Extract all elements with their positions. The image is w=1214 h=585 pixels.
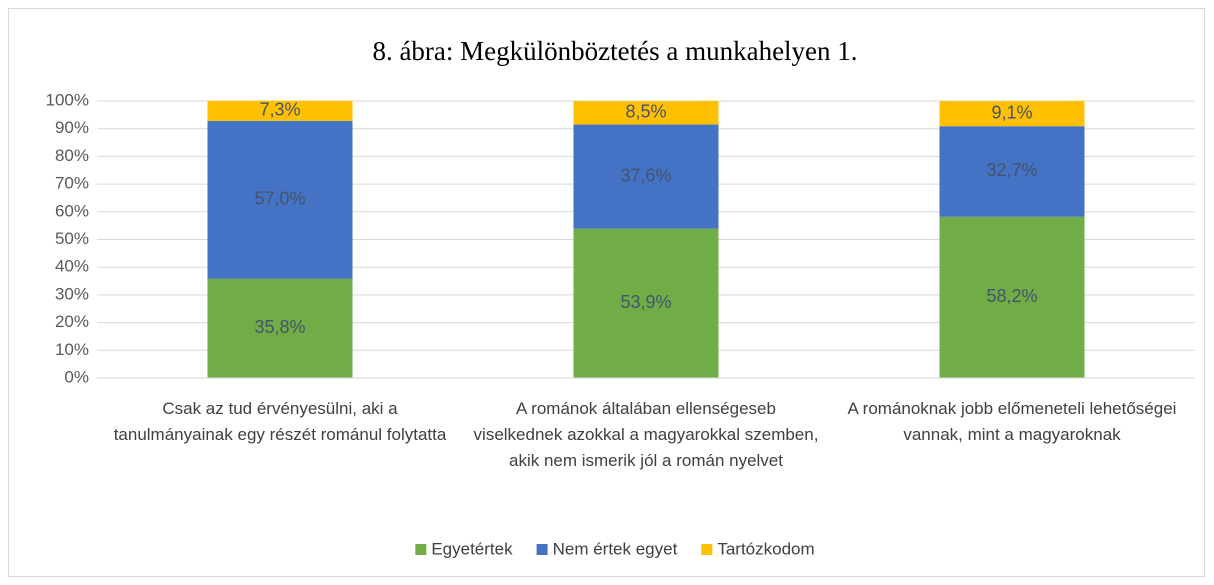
bar-segment: [573, 124, 719, 229]
data-label: 58,2%: [986, 286, 1037, 306]
y-tick-label: 10%: [55, 340, 89, 359]
y-tick-label: 30%: [55, 284, 89, 303]
legend-label: Tartózkodom: [717, 539, 814, 558]
data-label: 9,1%: [991, 102, 1032, 122]
x-tick-label: A románok általában ellenségeseb viselke…: [473, 399, 819, 470]
y-tick-label: 80%: [55, 146, 89, 165]
y-tick-label: 90%: [55, 118, 89, 137]
legend-swatch: [415, 544, 427, 555]
y-tick-label: 100%: [46, 90, 89, 109]
x-tick-label: Csak az tud érvényesülni, aki a tanulmán…: [113, 399, 447, 444]
y-tick-label: 0%: [64, 367, 89, 386]
bar-segment: [939, 126, 1085, 217]
y-tick-label: 20%: [55, 312, 89, 331]
bar-segment: [939, 216, 1085, 378]
chart-title: 8. ábra: Megkülönböztetés a munkahelyen …: [372, 36, 857, 66]
bar-segment: [207, 278, 353, 378]
data-label: 57,0%: [254, 189, 305, 209]
data-label: 53,9%: [620, 292, 671, 312]
bar-segment: [573, 228, 719, 378]
legend-label: Egyetértek: [431, 539, 513, 558]
bar-segment: [207, 100, 353, 121]
data-label: 35,8%: [254, 317, 305, 337]
data-label: 37,6%: [620, 165, 671, 185]
y-tick-label: 50%: [55, 229, 89, 248]
legend-swatch: [701, 544, 713, 555]
y-tick-label: 60%: [55, 201, 89, 220]
data-label: 32,7%: [986, 160, 1037, 180]
bar-segment: [207, 120, 353, 279]
data-label: 7,3%: [259, 100, 300, 120]
legend-label: Nem értek egyet: [553, 539, 678, 558]
data-label: 8,5%: [625, 102, 666, 122]
bar-segment: [573, 101, 719, 125]
x-tick-label: A románoknak jobb előmeneteli lehetősége…: [847, 399, 1177, 444]
legend-swatch: [536, 544, 548, 555]
y-tick-label: 70%: [55, 174, 89, 193]
y-tick-label: 40%: [55, 257, 89, 276]
bar-segment: [939, 101, 1085, 127]
